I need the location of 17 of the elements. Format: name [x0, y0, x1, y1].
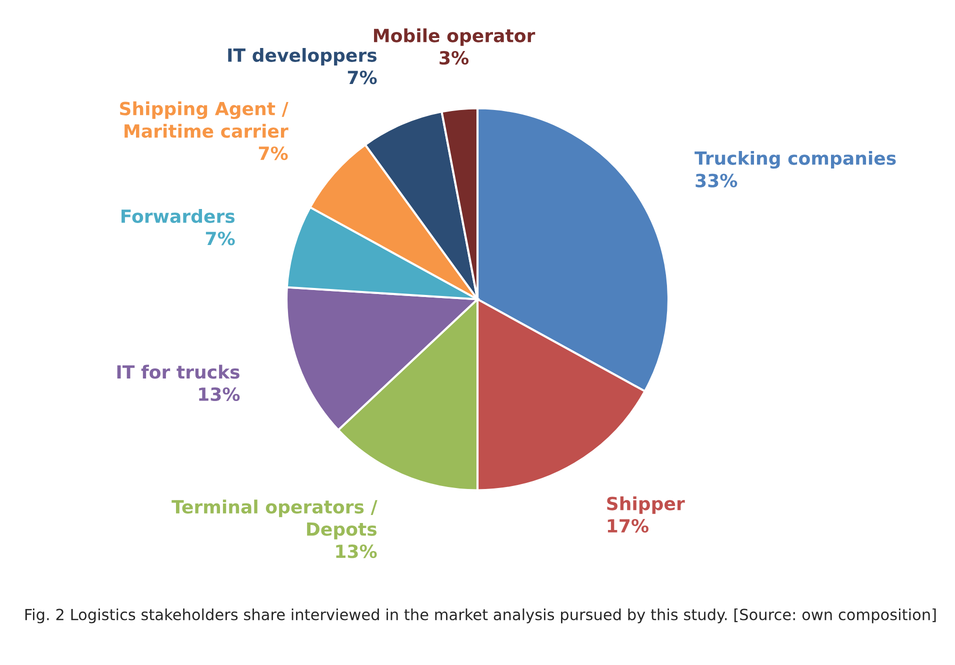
slice-label: IT for trucks: [117, 364, 240, 379]
slice-label: IT developpers: [228, 48, 377, 66]
caption: Fig. 2 Logistics stakeholders share interviewed in the market analysis pursued by this study. [Source: own composition]: [25, 608, 936, 624]
slice-label: Terminal operators / Depots: [172, 500, 378, 540]
slice-label: Shipper: [607, 496, 685, 514]
data-label: 7%: [348, 70, 377, 84]
slice-label: Trucking companies: [694, 150, 896, 169]
data-label: 13%: [199, 387, 240, 402]
data-label: 33%: [696, 174, 738, 188]
slice-label: Shipping Agent / Maritime carrier: [120, 101, 288, 138]
data-label: 13%: [336, 544, 377, 558]
slice-label: Forwarders: [122, 209, 235, 224]
data-label: 7%: [258, 146, 288, 160]
data-label: 3%: [440, 50, 469, 65]
data-label: 17%: [608, 518, 648, 533]
data-label: 7%: [206, 232, 235, 246]
slice-label: Mobile operator: [374, 28, 536, 46]
